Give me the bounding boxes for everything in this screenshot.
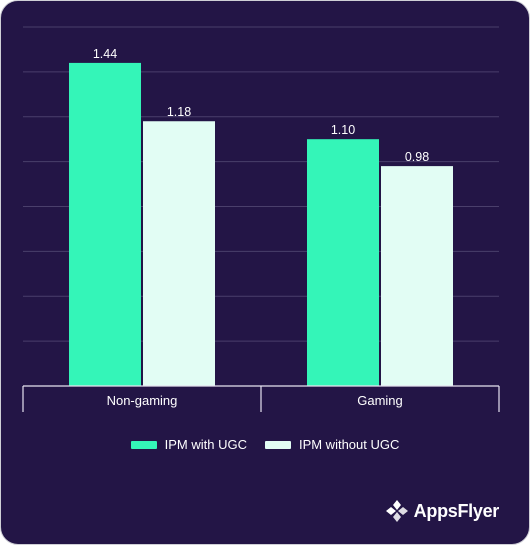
category-label: Non-gaming	[107, 393, 178, 408]
bar-non-gaming-without-ugc	[143, 121, 215, 387]
data-label: 1.18	[167, 105, 191, 119]
bars-group	[69, 62, 453, 387]
legend-label-with-ugc: IPM with UGC	[164, 437, 247, 452]
legend-item-with-ugc: IPM with UGC	[130, 437, 247, 452]
bar-gaming-with-ugc	[307, 139, 379, 386]
data-label: 1.44	[93, 47, 117, 61]
x-axis	[22, 385, 500, 412]
legend-swatch-with-ugc	[130, 440, 157, 449]
bar-gaming-without-ugc	[381, 166, 453, 386]
data-label: 1.10	[331, 123, 355, 137]
legend-item-without-ugc: IPM without UGC	[264, 437, 400, 452]
legend-swatch-without-ugc	[264, 440, 291, 449]
category-labels-group: Non-gaming Gaming	[107, 393, 403, 408]
brand-logo: AppsFlyer	[384, 498, 499, 524]
brand-name: AppsFlyer	[413, 500, 500, 521]
appsflyer-logo-icon	[385, 500, 408, 522]
legend: IPM with UGC IPM without UGC	[1, 437, 529, 452]
legend-label-without-ugc: IPM without UGC	[298, 437, 400, 452]
bar-chart: 1.44 1.18 1.10 0.98 Non-gaming Gaming	[22, 26, 500, 412]
data-label: 0.98	[405, 150, 429, 164]
category-label: Gaming	[357, 393, 403, 408]
bar-non-gaming-with-ugc	[69, 62, 141, 387]
value-labels-group: 1.44 1.18 1.10 0.98	[93, 47, 429, 164]
